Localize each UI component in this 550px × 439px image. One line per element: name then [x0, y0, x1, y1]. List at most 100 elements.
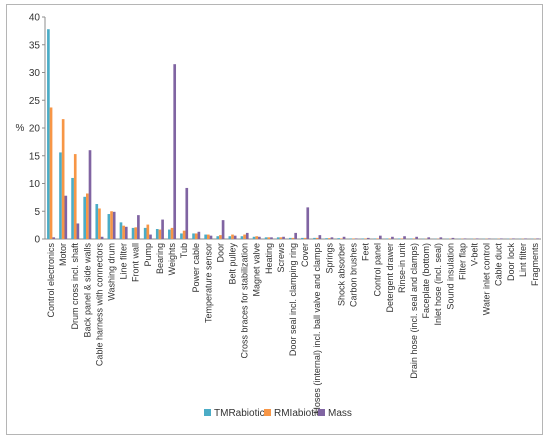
bar-mass	[233, 235, 237, 239]
bar-mass	[391, 236, 394, 239]
bar-tmrabiotic	[168, 229, 171, 239]
bar-mass	[463, 238, 467, 239]
category-label: Drain hose (incl. seal and clamps)	[409, 243, 419, 379]
bar-mass	[342, 236, 346, 239]
category-label: Power cable	[191, 243, 201, 293]
bar-rmiabiotic	[170, 227, 174, 239]
bar-rmiabiotic	[255, 236, 259, 239]
category-label: Motor	[58, 243, 68, 266]
category-label: Back panel & side walls	[82, 243, 92, 338]
category-label: Control electronics	[46, 243, 56, 318]
bar-mass	[294, 232, 297, 239]
y-axis-label: %	[16, 123, 25, 134]
bar-tmrabiotic	[180, 233, 183, 239]
bar-rmiabiotic	[110, 211, 113, 239]
category-label: Sound insulation	[445, 243, 455, 310]
y-tick-label: 35	[29, 40, 41, 51]
bar-rmiabiotic	[315, 237, 319, 239]
bar-mass	[536, 238, 539, 239]
legend-swatch	[204, 409, 211, 416]
category-label: Cover	[300, 243, 310, 267]
category-label: Line filter	[119, 243, 129, 280]
legend-label: TMRabiotic	[214, 408, 265, 419]
bar-tmrabiotic	[107, 214, 111, 239]
category-label: Control panel	[373, 243, 383, 297]
bar-mass	[379, 235, 382, 239]
bar-rmiabiotic	[243, 234, 246, 239]
category-label: Heating	[264, 243, 274, 274]
category-label: Front wall	[131, 243, 141, 282]
y-tick-label: 5	[34, 207, 40, 218]
y-tick-label: 30	[29, 68, 41, 79]
bar-mass	[270, 237, 273, 239]
legend-swatch	[318, 409, 325, 416]
bar-tmrabiotic	[276, 237, 280, 239]
category-label: Filter flap	[457, 243, 467, 280]
category-label: Temperature sensor	[203, 243, 213, 323]
bar-rmiabiotic	[279, 237, 283, 239]
bar-mass	[149, 234, 152, 239]
bar-mass	[427, 237, 431, 239]
bar-rmiabiotic	[412, 238, 416, 239]
category-label: Carbon brushes	[348, 243, 358, 308]
axes: 0 5 10 15 20 25 30 35 40	[29, 13, 541, 246]
bar-tmrabiotic	[95, 204, 99, 239]
bar-rmiabiotic	[73, 154, 77, 239]
bar-mass	[185, 187, 189, 239]
bar-tmrabiotic	[373, 238, 377, 239]
bar-mass	[499, 238, 503, 239]
bar-mass	[76, 223, 80, 239]
bar-mass	[64, 195, 68, 239]
category-label: Door lock	[506, 243, 516, 282]
category-label: Screws	[276, 243, 286, 273]
category-label: Cable duct	[494, 243, 504, 287]
bar-tmrabiotic	[252, 236, 256, 239]
y-tick-label: 25	[29, 96, 41, 107]
bar-mass	[354, 238, 358, 239]
bar-mass	[403, 236, 406, 239]
bar-tmrabiotic	[325, 238, 328, 239]
bar-rmiabiotic	[182, 230, 186, 239]
category-label: Cross braces for stabilization	[240, 243, 250, 359]
legend: TMRabiotic RMIabiotic Mass	[204, 408, 352, 419]
category-label: Detergent drawer	[385, 243, 395, 313]
bar-rmiabiotic	[61, 119, 65, 239]
bar-mass	[318, 235, 322, 239]
bar-tmrabiotic	[119, 222, 123, 239]
category-label: Belt pulley	[228, 243, 238, 285]
bar-mass	[88, 150, 92, 239]
category-label: Faceplate (bottom)	[421, 243, 431, 319]
bar-mass	[415, 236, 418, 239]
bar-mass	[209, 235, 213, 239]
bar-mass	[245, 232, 249, 239]
legend-label: RMIabiotic	[274, 408, 321, 419]
category-label: Feet	[361, 243, 371, 262]
bar-tmrabiotic	[240, 236, 244, 239]
bar-rmiabiotic	[340, 238, 343, 239]
bar-rmiabiotic	[158, 229, 162, 239]
bar-rmiabiotic	[388, 238, 392, 239]
bar-tmrabiotic	[71, 177, 74, 239]
bar-mass	[52, 237, 56, 239]
bar-tmrabiotic	[301, 237, 304, 239]
bar-tmrabiotic	[349, 238, 353, 239]
bar-mass	[221, 220, 225, 239]
y-tick-label: 10	[29, 179, 41, 190]
category-label: Tub	[179, 243, 189, 258]
bar-tmrabiotic	[409, 238, 413, 239]
bar-mass	[173, 64, 177, 240]
bar-mass	[197, 231, 201, 239]
bar-rmiabiotic	[122, 225, 125, 239]
category-label: Cable harness with connectors	[94, 243, 104, 367]
bar-mass	[258, 236, 261, 239]
bar-mass	[512, 238, 515, 239]
bar-mass	[439, 237, 443, 239]
bar-mass	[100, 236, 104, 239]
category-label: V-belt	[469, 243, 479, 267]
bar-rmiabiotic	[146, 224, 150, 239]
category-label: Bearing	[155, 243, 165, 274]
bar-tmrabiotic	[59, 152, 62, 239]
bar-mass	[124, 226, 128, 239]
bar-rmiabiotic	[267, 237, 271, 239]
